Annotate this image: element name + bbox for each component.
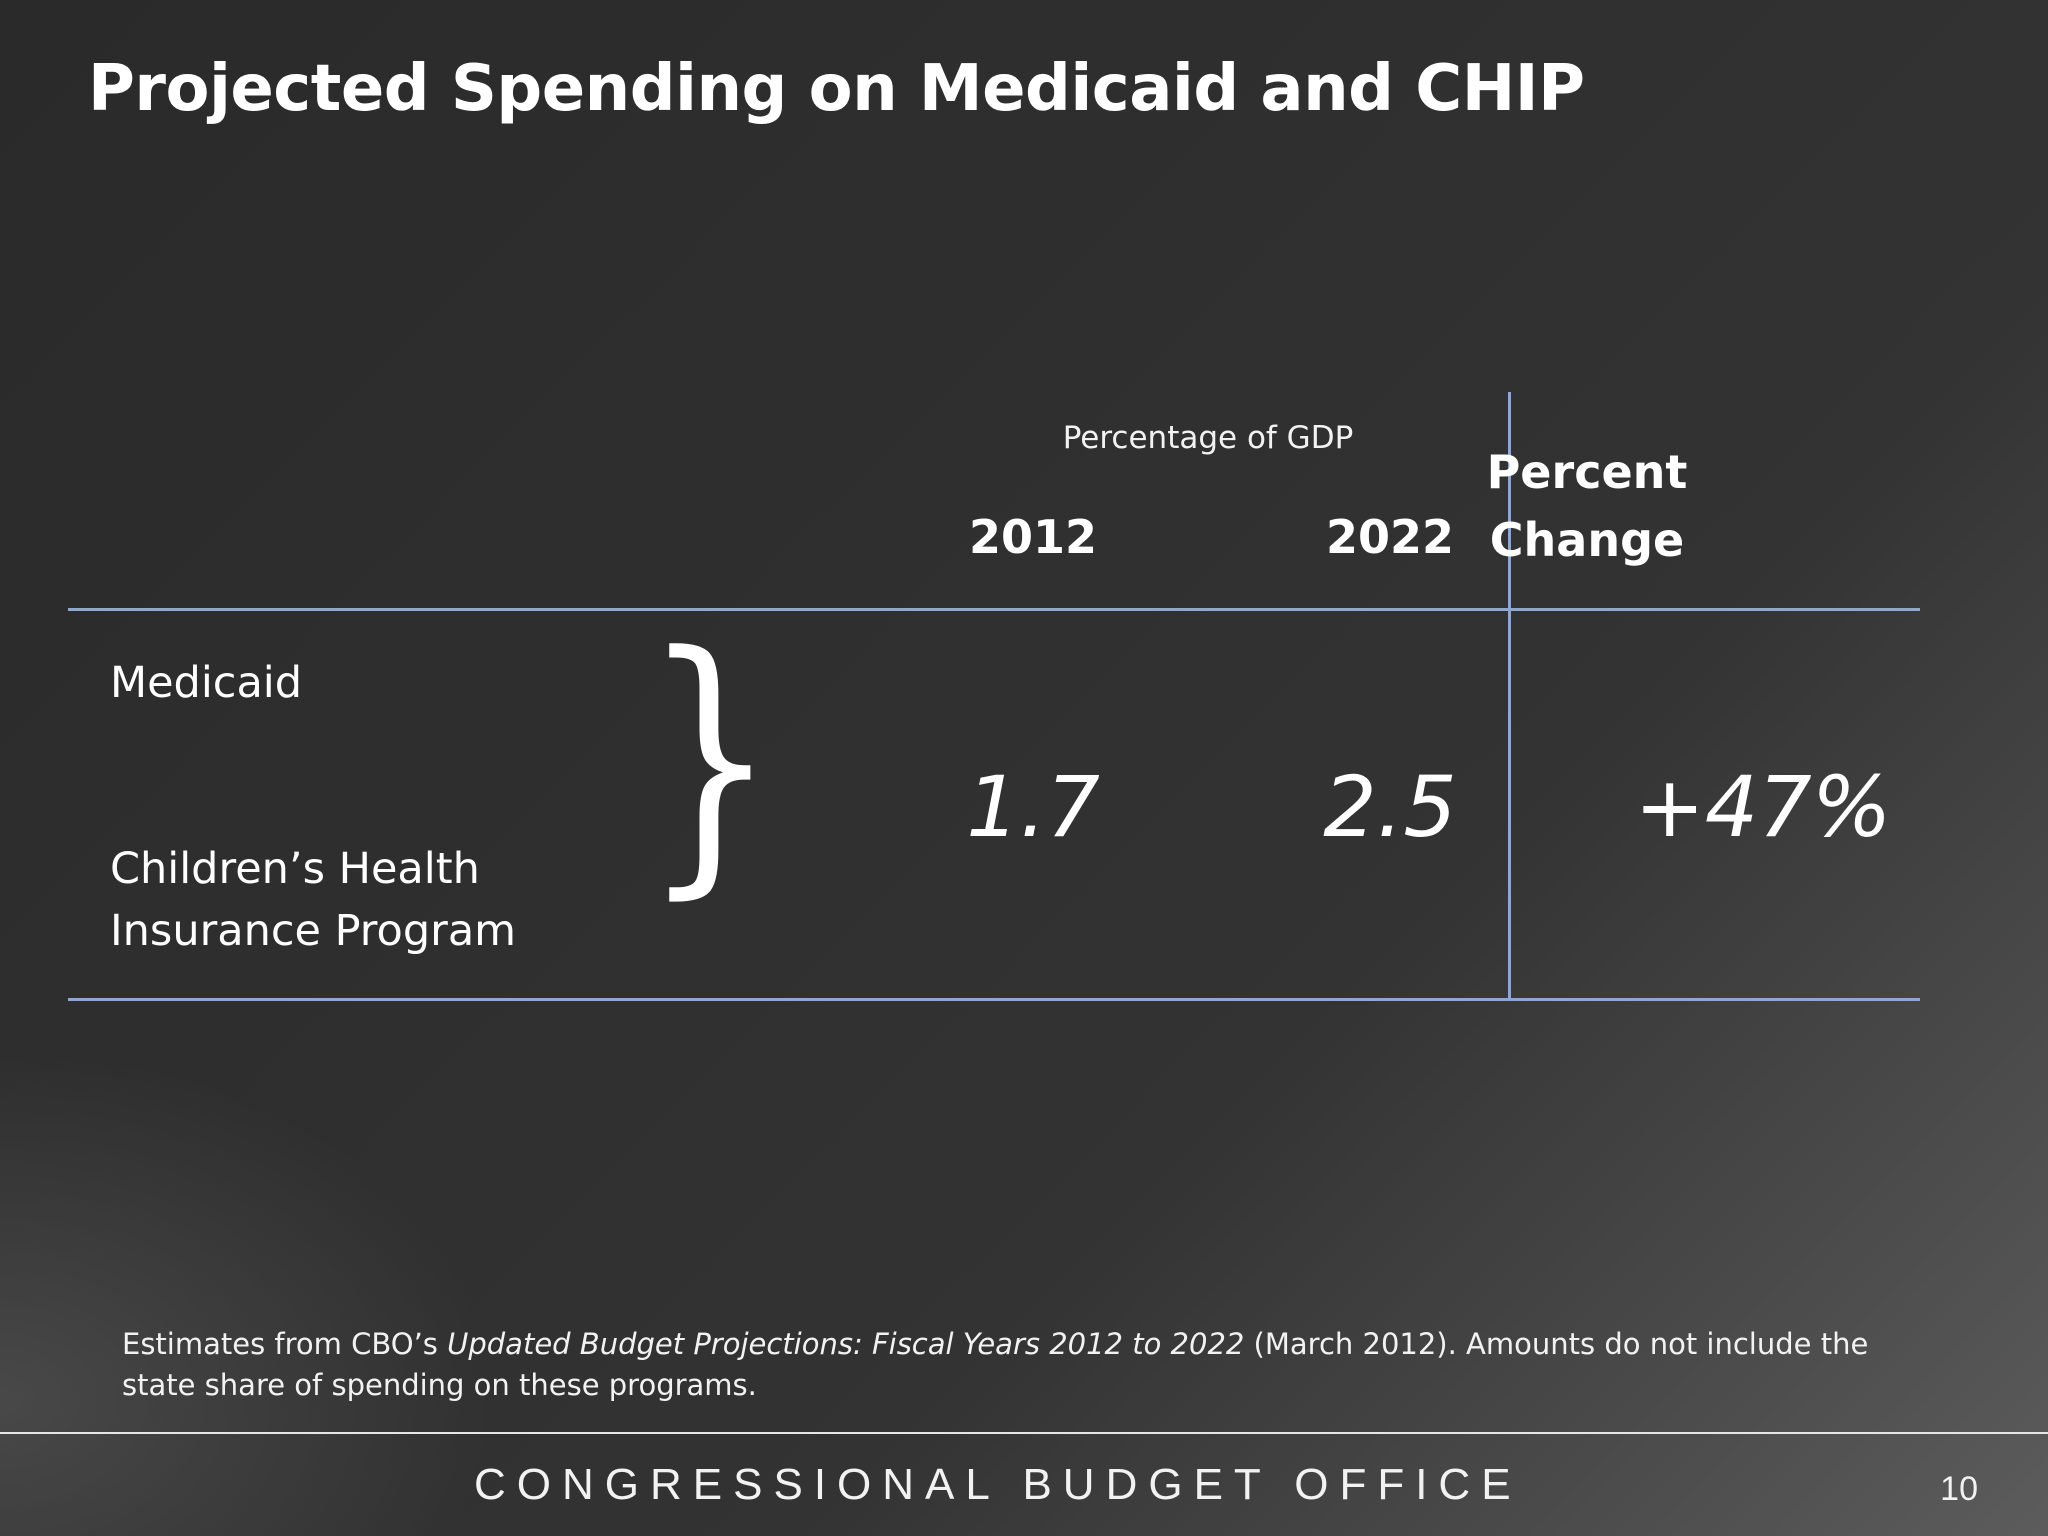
footnote-report-title: Updated Budget Projections: Fiscal Years…	[447, 1327, 1245, 1361]
slide-title: Projected Spending on Medicaid and CHIP	[88, 52, 1585, 126]
column-divider	[1508, 392, 1511, 1000]
percentage-of-gdp-header: Percentage of GDP	[1062, 420, 1354, 456]
source-footnote: Estimates from CBO’s Updated Budget Proj…	[122, 1324, 1882, 1406]
value-percent-change: +47%	[1634, 758, 1892, 856]
header-rule	[68, 608, 1920, 611]
row-label-chip-line1: Children’s Health	[110, 844, 480, 894]
footnote-suffix: (March 2012). Amounts do not include the…	[122, 1327, 1869, 1402]
footnote-prefix: Estimates from CBO’s	[122, 1327, 448, 1361]
page-number: 10	[1940, 1470, 1978, 1508]
footer-organization: CONGRESSIONAL BUDGET OFFICE	[474, 1460, 1522, 1509]
year-2012-header: 2012	[968, 510, 1098, 564]
value-2022: 2.5	[1323, 758, 1457, 856]
footer-divider	[0, 1432, 2048, 1434]
percent-change-header-line2: Change	[1489, 513, 1685, 567]
row-label-chip-line2: Insurance Program	[110, 906, 517, 956]
row-label-chip: Children’s Health Insurance Program	[110, 838, 516, 962]
grouping-brace: }	[643, 597, 777, 923]
value-2012: 1.7	[966, 758, 1100, 856]
row-label-medicaid: Medicaid	[110, 658, 303, 708]
year-2022-header: 2022	[1325, 510, 1455, 564]
percent-change-header: Percent Change	[1317, 438, 1857, 574]
spending-table: Percentage of GDP 2012 2022 Percent Chan…	[68, 390, 1920, 1002]
percent-change-header-line1: Percent	[1486, 445, 1688, 499]
bottom-rule	[68, 998, 1920, 1001]
